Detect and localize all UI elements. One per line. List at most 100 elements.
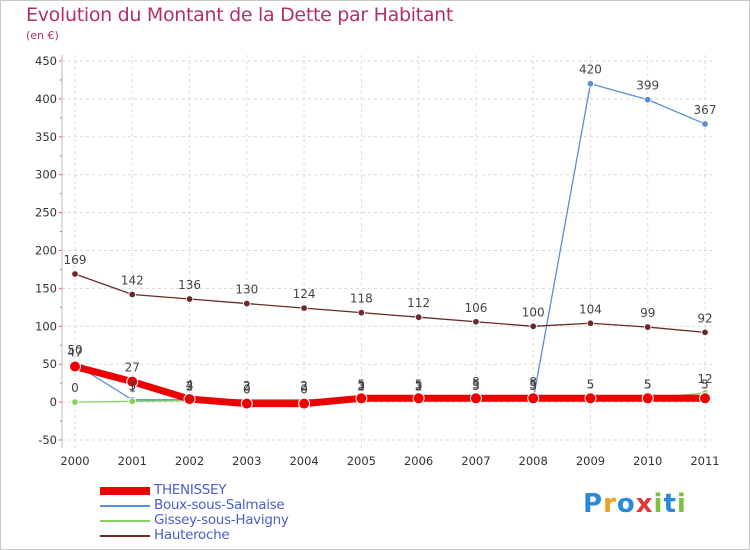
data-point-boux-sous-salmaise xyxy=(644,95,652,104)
data-label-thenissey: 0 xyxy=(300,383,308,397)
x-tick-label: 2011 xyxy=(690,454,719,468)
data-label-hauteroche: 104 xyxy=(579,302,602,316)
data-point-hauteroche xyxy=(701,328,709,337)
legend-swatch-thenissey xyxy=(100,487,150,495)
x-tick-label: 2004 xyxy=(289,454,318,468)
data-point-boux-sous-salmaise xyxy=(586,80,595,88)
data-label-boux-sous-salmaise: 3 xyxy=(529,379,537,393)
legend-label-gissey: Gissey-sous-Havigny xyxy=(154,512,289,528)
legend-item-boux: Boux-sous-Salmaise xyxy=(100,497,400,513)
legend-item-thenissey: THENISSEY xyxy=(100,482,400,498)
y-tick-label: 200 xyxy=(35,244,57,258)
legend-item-hauteroche: Hauteroche xyxy=(100,527,400,543)
data-label-boux-sous-salmaise: 3 xyxy=(243,379,251,393)
data-point-hauteroche xyxy=(185,295,194,303)
y-tick-label: -50 xyxy=(38,433,57,447)
data-label-hauteroche: 130 xyxy=(235,283,258,297)
data-label-thenissey: 0 xyxy=(243,383,251,397)
x-tick-label: 2009 xyxy=(576,454,605,468)
data-label-gissey-sous-havigny: 0 xyxy=(71,381,79,395)
data-label-boux-sous-salmaise: 399 xyxy=(636,79,659,93)
y-tick-label: 150 xyxy=(35,281,57,295)
data-point-thenissey xyxy=(641,392,654,405)
logo-letter: r xyxy=(603,489,617,519)
data-label-boux-sous-salmaise: 50 xyxy=(67,343,82,357)
y-tick-label: 300 xyxy=(35,168,57,182)
data-point-thenissey xyxy=(355,392,368,405)
series-lines xyxy=(71,83,709,408)
legend-swatch-gissey xyxy=(100,520,150,522)
data-point-hauteroche xyxy=(644,323,652,331)
data-label-thenissey: 5 xyxy=(472,377,480,391)
data-label-hauteroche: 136 xyxy=(178,278,201,292)
data-label-boux-sous-salmaise: 3 xyxy=(128,379,136,393)
data-label-thenissey: 5 xyxy=(358,377,366,391)
legend-label-boux: Boux-sous-Salmaise xyxy=(154,497,285,513)
proxiti-logo: Proxiti xyxy=(583,489,687,519)
series-line-hauteroche xyxy=(74,273,706,334)
data-label-boux-sous-salmaise: 3 xyxy=(472,379,480,393)
series-line-boux-sous-salmaise xyxy=(74,83,706,401)
data-point-hauteroche xyxy=(71,270,79,278)
data-label-gissey-sous-havigny: 8 xyxy=(472,375,480,389)
data-label-thenissey: 47 xyxy=(67,345,82,359)
data-label-thenissey: 5 xyxy=(415,377,423,391)
data-point-hauteroche xyxy=(529,322,537,330)
data-point-thenissey xyxy=(412,392,425,405)
data-point-boux-sous-salmaise xyxy=(701,120,709,128)
data-label-thenissey: 5 xyxy=(644,377,652,391)
data-label-hauteroche: 99 xyxy=(640,306,655,320)
data-label-thenissey: 5 xyxy=(701,377,709,391)
data-point-hauteroche xyxy=(128,290,136,299)
y-tick-label: 100 xyxy=(35,319,57,333)
x-tick-label: 2005 xyxy=(347,454,376,468)
chart-title: Evolution du Montant de la Dette par Hab… xyxy=(26,4,454,26)
y-tick-label: 400 xyxy=(35,92,57,106)
data-point-thenissey xyxy=(584,392,597,405)
data-point-hauteroche xyxy=(472,318,480,326)
x-tick-label: 2007 xyxy=(461,454,490,468)
x-tick-label: 2002 xyxy=(175,454,204,468)
data-point-thenissey xyxy=(240,397,253,410)
series-line-thenissey xyxy=(71,362,709,408)
data-label-gissey-sous-havigny: 12 xyxy=(697,372,712,386)
data-point-hauteroche xyxy=(357,308,366,317)
data-point-thenissey xyxy=(126,375,139,388)
data-label-gissey-sous-havigny: 2 xyxy=(300,380,308,394)
data-point-gissey-sous-havigny xyxy=(71,398,79,406)
y-axis: -50 0 50 100 150 200 250 300 350 400 450 xyxy=(35,54,63,448)
data-label-boux-sous-salmaise: 3 xyxy=(300,379,308,393)
data-label-hauteroche: 92 xyxy=(697,311,712,325)
data-label-gissey-sous-havigny: 1 xyxy=(128,380,136,394)
data-point-thenissey xyxy=(69,360,81,373)
logo-letter: i xyxy=(653,489,664,519)
legend-label-thenissey: THENISSEY xyxy=(154,482,227,498)
unit-label: (en €) xyxy=(26,29,59,42)
logo-letter: o xyxy=(616,489,636,519)
data-label-gissey-sous-havigny: 2 xyxy=(186,380,194,394)
y-tick-label: 250 xyxy=(35,206,57,220)
legend-label-hauteroche: Hauteroche xyxy=(154,527,230,543)
data-label-hauteroche: 169 xyxy=(64,253,87,267)
data-label-hauteroche: 118 xyxy=(350,292,373,306)
x-axis: 2000 2001 2002 2003 2004 2005 2006 2007 2008 2009… xyxy=(60,454,719,468)
x-tick-label: 2006 xyxy=(404,454,433,468)
logo-letter: x xyxy=(635,489,654,519)
data-label-thenissey: 5 xyxy=(587,377,595,391)
data-label-gissey-sous-havigny: 2 xyxy=(358,380,366,394)
data-point-thenissey xyxy=(527,392,540,405)
data-point-hauteroche xyxy=(414,313,423,321)
data-label-boux-sous-salmaise: 420 xyxy=(579,63,602,77)
legend-swatch-hauteroche xyxy=(100,535,150,537)
series-points xyxy=(69,80,711,410)
data-point-thenissey xyxy=(699,392,711,405)
data-label-gissey-sous-havigny: 8 xyxy=(529,375,537,389)
data-label-gissey-sous-havigny: 2 xyxy=(243,380,251,394)
logo-letter: i xyxy=(676,489,687,519)
y-tick-label: 450 xyxy=(35,54,57,68)
data-label-hauteroche: 100 xyxy=(522,305,545,319)
x-tick-label: 2001 xyxy=(118,454,147,468)
